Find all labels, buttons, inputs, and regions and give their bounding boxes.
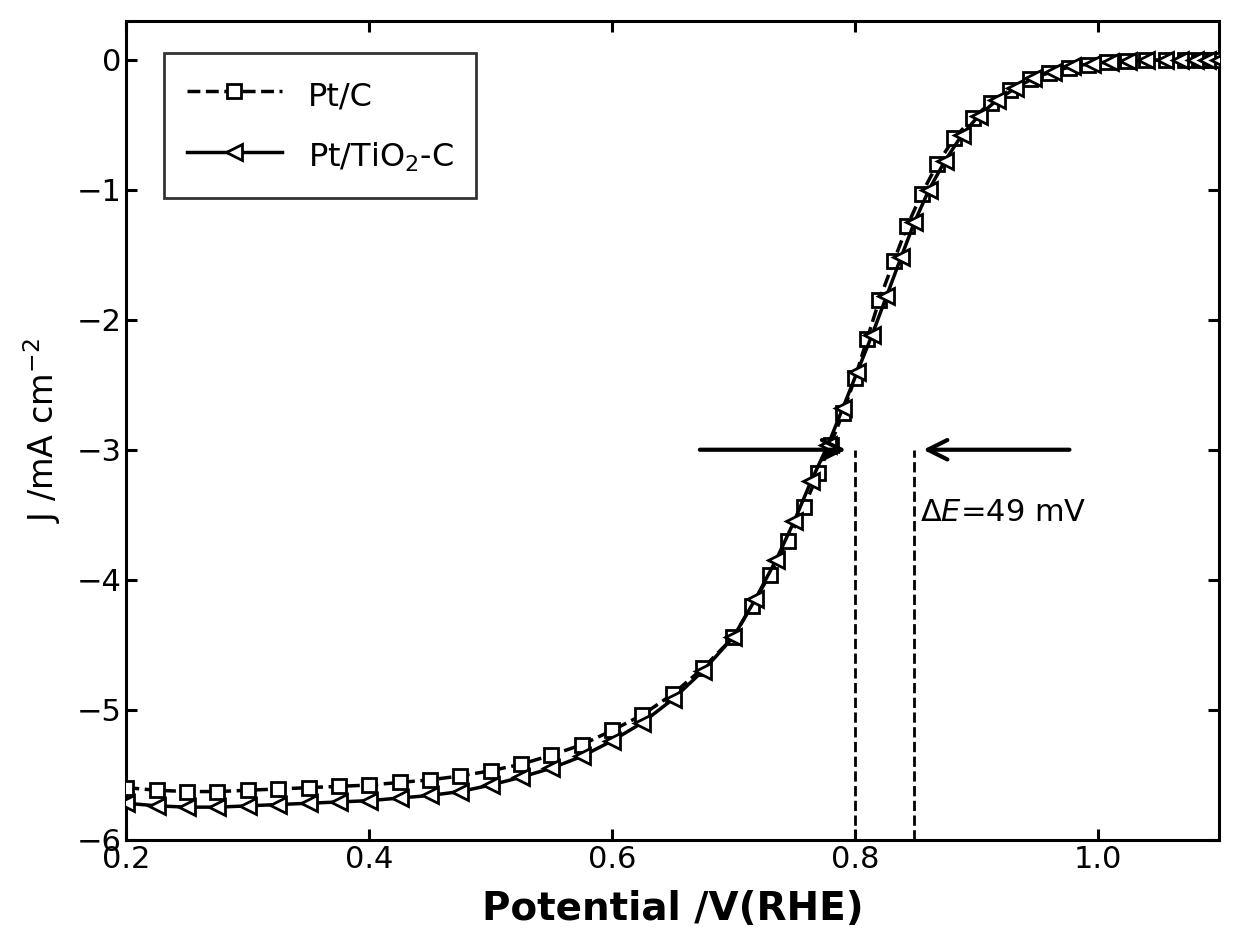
Pt/TiO$_2$-C <box>119 797 134 809</box>
Pt/TiO$_2$-C <box>210 802 224 813</box>
Pt/TiO$_2$-C <box>937 156 952 167</box>
Pt/TiO$_2$-C <box>149 800 164 811</box>
Pt/TiO$_2$-C <box>453 786 467 797</box>
Pt/TiO$_2$-C <box>484 779 498 791</box>
Pt/TiO$_2$-C <box>1138 55 1153 66</box>
Pt/TiO$_2$-C <box>331 796 346 808</box>
Pt/TiO$_2$-C <box>849 366 864 378</box>
Pt/TiO$_2$-C <box>879 290 894 302</box>
X-axis label: Potential /V(RHE): Potential /V(RHE) <box>482 890 863 928</box>
Pt/TiO$_2$-C <box>727 631 742 642</box>
Pt/TiO$_2$-C <box>1084 58 1099 69</box>
Pt/TiO$_2$-C <box>1121 55 1136 66</box>
Pt/TiO$_2$-C <box>696 665 711 677</box>
Pt/TiO$_2$-C <box>1025 72 1040 84</box>
Pt/TiO$_2$-C <box>1188 54 1203 65</box>
Pt/C <box>983 97 998 108</box>
Pt/C <box>930 158 945 170</box>
Pt/TiO$_2$-C <box>605 735 620 747</box>
Pt/TiO$_2$-C <box>180 802 195 813</box>
Pt/TiO$_2$-C <box>864 329 879 341</box>
Pt/TiO$_2$-C <box>574 751 589 762</box>
Legend: Pt/C, Pt/TiO$_2$-C: Pt/C, Pt/TiO$_2$-C <box>164 53 476 198</box>
Pt/TiO$_2$-C <box>1211 54 1226 65</box>
Pt/TiO$_2$-C <box>241 800 255 811</box>
Pt/TiO$_2$-C <box>362 795 377 807</box>
Pt/TiO$_2$-C <box>513 772 528 783</box>
Pt/TiO$_2$-C <box>1008 83 1023 94</box>
Pt/TiO$_2$-C <box>821 438 836 450</box>
Pt/TiO$_2$-C <box>971 110 986 121</box>
Pt/TiO$_2$-C <box>748 593 763 605</box>
Pt/TiO$_2$-C <box>1065 61 1080 72</box>
Pt/TiO$_2$-C <box>301 797 316 809</box>
Line: Pt/C: Pt/C <box>119 53 1226 798</box>
Pt/TiO$_2$-C <box>906 216 921 228</box>
Text: $\Delta \it{E}$=49 mV: $\Delta \it{E}$=49 mV <box>920 498 1087 528</box>
Pt/TiO$_2$-C <box>804 475 818 487</box>
Pt/C <box>605 725 620 736</box>
Pt/TiO$_2$-C <box>423 790 438 801</box>
Y-axis label: J /mA cm$^{-2}$: J /mA cm$^{-2}$ <box>21 338 63 523</box>
Line: Pt/TiO$_2$-C: Pt/TiO$_2$-C <box>119 52 1226 815</box>
Pt/TiO$_2$-C <box>955 129 970 140</box>
Pt/C <box>635 709 650 720</box>
Pt/TiO$_2$-C <box>1173 54 1188 65</box>
Pt/TiO$_2$-C <box>990 94 1004 105</box>
Pt/TiO$_2$-C <box>894 251 909 263</box>
Pt/TiO$_2$-C <box>769 554 784 566</box>
Pt/C <box>1211 54 1226 65</box>
Pt/TiO$_2$-C <box>1199 54 1214 65</box>
Pt/C <box>484 765 498 776</box>
Pt/TiO$_2$-C <box>1045 65 1060 77</box>
Pt/TiO$_2$-C <box>666 694 681 705</box>
Pt/C <box>180 786 195 797</box>
Pt/TiO$_2$-C <box>786 515 801 527</box>
Pt/TiO$_2$-C <box>544 762 559 773</box>
Pt/TiO$_2$-C <box>270 799 285 810</box>
Pt/TiO$_2$-C <box>1102 56 1117 67</box>
Pt/TiO$_2$-C <box>836 402 851 414</box>
Pt/TiO$_2$-C <box>635 717 650 729</box>
Pt/TiO$_2$-C <box>392 792 407 804</box>
Pt/TiO$_2$-C <box>921 184 936 195</box>
Pt/C <box>119 782 134 793</box>
Pt/TiO$_2$-C <box>1157 54 1172 65</box>
Pt/C <box>1205 54 1220 65</box>
